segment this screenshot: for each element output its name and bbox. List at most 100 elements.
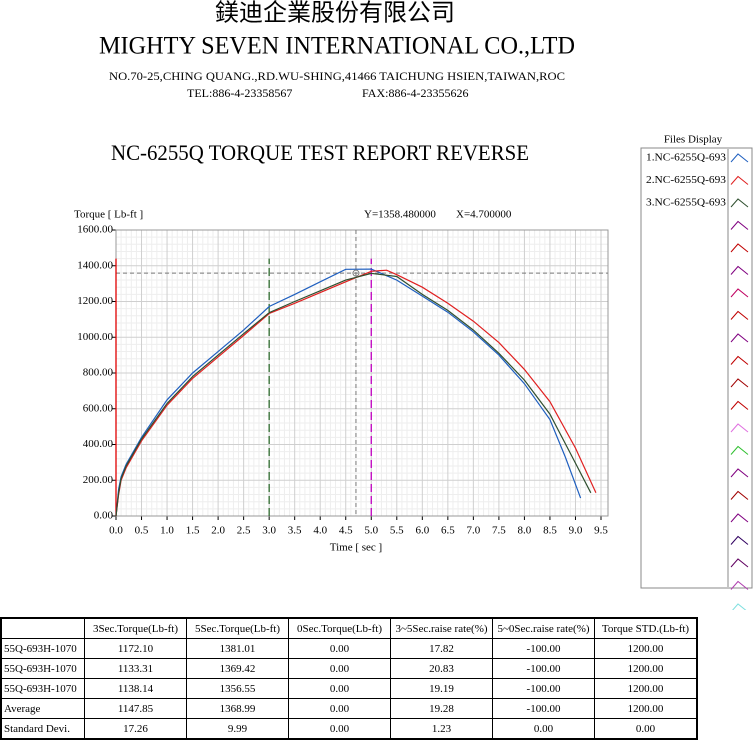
- table-cell: 5~0Sec.raise rate(%): [492, 617, 595, 639]
- legend-glyph: [730, 355, 749, 365]
- legend-glyph: [730, 310, 749, 320]
- legend-label: 2.NC-6255Q-693: [646, 174, 727, 186]
- series-line: [115, 272, 592, 517]
- y-tick-label: 0.00: [94, 510, 114, 522]
- table-cell: 1381.01: [186, 638, 289, 659]
- legend-glyph: [730, 288, 749, 298]
- x-tick-label: 5.5: [390, 525, 404, 537]
- table-cell: 1200.00: [594, 638, 698, 659]
- table-cell: 1147.85: [84, 698, 187, 719]
- table-row: 55Q-693H-1070 1172.10 1381.01 0.00 17.82 -100…: [0, 638, 698, 659]
- table-cell: 55Q-693H-1070: [0, 678, 85, 699]
- table-cell: -100.00: [492, 638, 595, 659]
- table-cell: 19.28: [390, 698, 493, 719]
- legend-glyph: [730, 468, 749, 478]
- fax: FAX:886-4-23355626: [362, 86, 468, 100]
- cursor-x: X=4.700000: [456, 209, 512, 221]
- x-tick-label: 9.0: [569, 525, 583, 537]
- table-cell: -100.00: [492, 678, 595, 699]
- table-cell: -100.00: [492, 698, 595, 719]
- address: NO.70-25,CHING QUANG.,RD.WU-SHING,41466 …: [109, 69, 565, 83]
- table-cell: 3Sec.Torque(Lb-ft): [84, 617, 187, 639]
- table-row: Standard Devi. 17.26 9.99 0.00 1.23 0.00 0.00: [0, 718, 698, 740]
- y-tick-label: 1600.00: [77, 224, 113, 236]
- table-cell: 0.00: [288, 658, 391, 679]
- legend-glyph: [730, 378, 749, 388]
- company-cn: 鎂迪企業股份有限公司: [215, 0, 455, 27]
- legend-glyph: [730, 423, 749, 433]
- series-line: [115, 269, 597, 517]
- legend-glyph: [730, 175, 749, 185]
- legend-title: Files Display: [664, 134, 723, 146]
- legend-glyph: [730, 490, 749, 500]
- y-tick-label: 1000.00: [77, 331, 113, 343]
- x-tick-label: 5.0: [364, 525, 378, 537]
- table-cell: 17.82: [390, 638, 493, 659]
- y-tick-label: 600.00: [83, 402, 114, 414]
- x-tick-label: 2.0: [211, 525, 225, 537]
- x-tick-label: 1.5: [186, 525, 200, 537]
- report: 鎂迪企業股份有限公司 MIGHTY SEVEN INTERNATIONAL CO…: [74, 0, 753, 610]
- legend-glyph: [730, 580, 749, 590]
- y-tick-label: 1200.00: [77, 295, 113, 307]
- legend-glyph: [730, 400, 749, 410]
- x-tick-label: 3.5: [288, 525, 302, 537]
- legend-box: [640, 147, 753, 589]
- legend-glyph: [730, 243, 749, 253]
- table-cell: 1369.42: [186, 658, 289, 679]
- table-cell: 1.23: [390, 718, 493, 740]
- table-cell: 20.83: [390, 658, 493, 679]
- x-tick-label: 6.5: [441, 525, 455, 537]
- legend-glyph: [730, 333, 749, 343]
- table-cell: [0, 617, 85, 639]
- table-cell: 0Sec.Torque(Lb-ft): [288, 617, 391, 639]
- legend-glyph: [730, 198, 749, 208]
- table-cell: 3~5Sec.raise rate(%): [390, 617, 493, 639]
- legend-label: 1.NC-6255Q-693: [646, 152, 727, 164]
- legend-glyph: [730, 513, 749, 523]
- x-tick-label: 8.5: [543, 525, 557, 537]
- x-tick-label: 0.0: [109, 525, 123, 537]
- result-table: 3Sec.Torque(Lb-ft) 5Sec.Torque(Lb-ft) 0Sec…: [0, 617, 698, 740]
- x-tick-label: 6.0: [415, 525, 429, 537]
- table-cell: Torque STD.(Lb-ft): [594, 617, 698, 639]
- table-cell: 55Q-693H-1070: [0, 658, 85, 679]
- cursor-y: Y=1358.480000: [364, 209, 436, 221]
- table-cell: 1200.00: [594, 658, 698, 679]
- table-cell: 1356.55: [186, 678, 289, 699]
- chart-title: NC-6255Q TORQUE TEST REPORT REVERSE: [111, 140, 529, 165]
- table-cell: 0.00: [288, 718, 391, 740]
- legend-glyph: [730, 220, 749, 230]
- x-tick-label: 4.0: [313, 525, 327, 537]
- table-cell: 5Sec.Torque(Lb-ft): [186, 617, 289, 639]
- y-tick-label: 800.00: [83, 367, 114, 379]
- x-tick-label: 0.5: [135, 525, 149, 537]
- x-tick-label: 1.0: [160, 525, 174, 537]
- x-tick-label: 2.5: [237, 525, 251, 537]
- y-tick-label: 1400.00: [77, 259, 113, 271]
- table-cell: 1138.14: [84, 678, 187, 699]
- x-tick-label: 4.5: [339, 525, 353, 537]
- x-tick-label: 9.5: [594, 525, 608, 537]
- table-cell: 17.26: [84, 718, 187, 740]
- legend-glyph: [730, 445, 749, 455]
- table-cell: 0.00: [594, 718, 698, 740]
- tel: TEL:886-4-23358567: [187, 86, 292, 100]
- table-cell: 1172.10: [84, 638, 187, 659]
- table-row: 55Q-693H-1070 1138.14 1356.55 0.00 19.19 -100…: [0, 678, 698, 699]
- legend-label: 3.NC-6255Q-693: [646, 197, 727, 209]
- table-cell: 9.99: [186, 718, 289, 740]
- table-row: Average 1147.85 1368.99 0.00 19.28 -100.00 120…: [0, 698, 698, 719]
- y-tick-label: 200.00: [83, 474, 114, 486]
- legend-glyph: [730, 535, 749, 545]
- x-tick-label: 8.0: [518, 525, 532, 537]
- x-tick-label: 3.0: [262, 525, 276, 537]
- table-cell: 0.00: [288, 638, 391, 659]
- table-cell: 1133.31: [84, 658, 187, 679]
- table-cell: 0.00: [288, 698, 391, 719]
- table-cell: -100.00: [492, 658, 595, 679]
- table-cell: 55Q-693H-1070: [0, 638, 85, 659]
- table-cell: 0.00: [288, 678, 391, 699]
- table-row: 55Q-693H-1070 1133.31 1369.42 0.00 20.83 -100…: [0, 658, 698, 679]
